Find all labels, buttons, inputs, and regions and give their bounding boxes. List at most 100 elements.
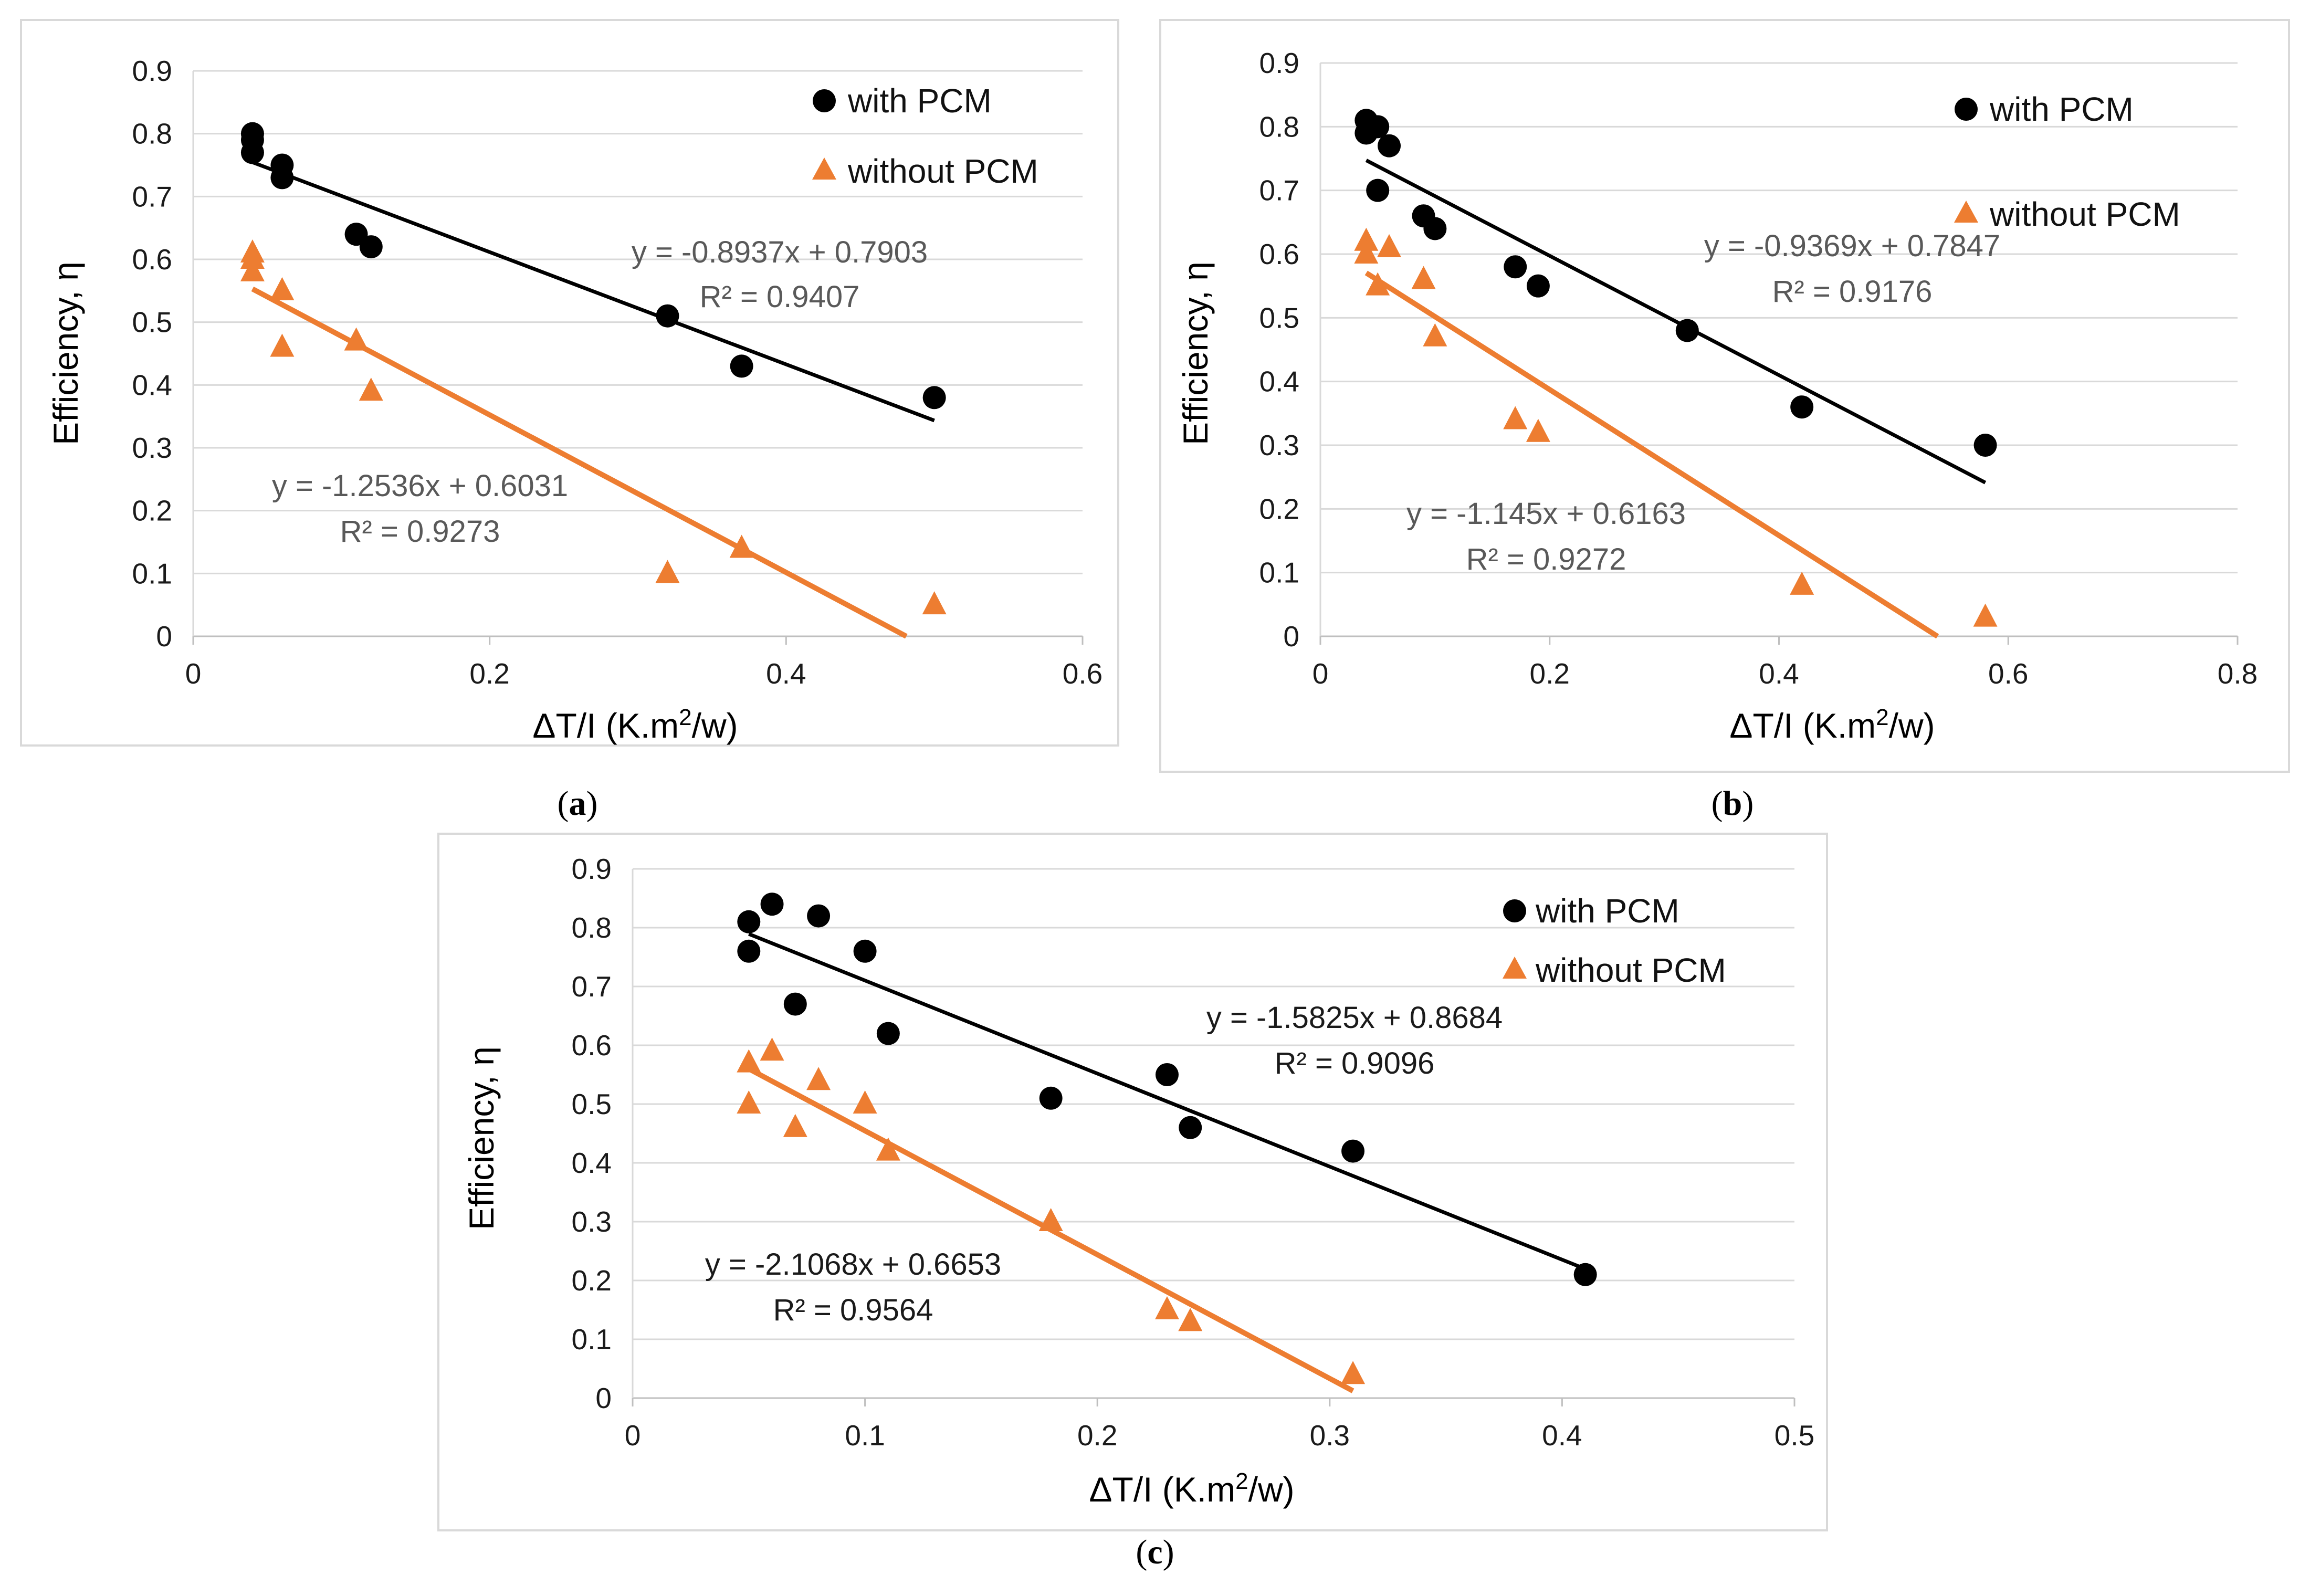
y-tick-label: 0.4	[1259, 365, 1299, 398]
r2-without-pcm: R² = 0.9272	[1466, 542, 1626, 576]
equation-with-pcm: y = -1.5825x + 0.8684	[1206, 1001, 1503, 1035]
y-tick-label: 0.2	[132, 495, 172, 527]
x-tick-label: 0.8	[2218, 657, 2258, 690]
y-tick-label: 0.1	[132, 557, 172, 590]
y-tick-label: 0.3	[132, 432, 172, 464]
point-without-pcm	[1366, 272, 1390, 296]
point-with-pcm	[807, 904, 831, 928]
point-without-pcm	[729, 534, 754, 558]
chart-frame	[437, 833, 1828, 1531]
x-tick-label: 0.2	[469, 657, 509, 690]
point-with-pcm	[1378, 134, 1401, 158]
y-axis-title: Efficiency, η	[46, 261, 85, 445]
legend-marker-with-pcm	[1955, 98, 1978, 121]
legend-marker-with-pcm	[813, 89, 836, 112]
equation-with-pcm: y = -0.9369x + 0.7847	[1704, 229, 2000, 263]
point-with-pcm	[1179, 1116, 1202, 1139]
legend-marker-without-pcm	[1954, 201, 1978, 223]
point-with-pcm	[1366, 178, 1390, 202]
point-without-pcm	[1973, 603, 1998, 627]
y-tick-label: 0.7	[1259, 174, 1299, 207]
equation-without-pcm: y = -1.145x + 0.6163	[1406, 497, 1686, 531]
point-without-pcm	[240, 246, 265, 269]
point-without-pcm	[359, 377, 383, 401]
point-with-pcm	[1354, 121, 1378, 145]
legend-marker-without-pcm	[812, 158, 836, 180]
trendline-without-pcm	[1364, 270, 1939, 639]
x-axis-title: ΔT/I (K.m2/w)	[1089, 1468, 1294, 1509]
y-tick-label: 0.8	[132, 118, 172, 150]
y-tick-label: 0.8	[1259, 110, 1299, 143]
x-tick-label: 0.5	[1774, 1419, 1814, 1452]
point-with-pcm	[1675, 319, 1699, 342]
point-without-pcm	[1423, 323, 1447, 346]
panel-label-letter: a	[569, 784, 586, 823]
r2-with-pcm: R² = 0.9407	[700, 280, 860, 314]
y-tick-label: 0.2	[572, 1264, 612, 1297]
y-axis-title: Efficiency, η	[1176, 261, 1215, 445]
equation-without-pcm: y = -1.2536x + 0.6031	[272, 469, 568, 503]
y-tick-label: 0.9	[1259, 47, 1299, 79]
x-tick-label: 0.2	[1530, 657, 1570, 690]
panel-label: (c)	[1136, 1533, 1174, 1571]
r2-without-pcm: R² = 0.9273	[340, 514, 500, 549]
x-axis-title-part: ΔT/I (K.m	[532, 706, 679, 745]
point-with-pcm	[656, 304, 679, 328]
point-without-pcm	[1154, 1296, 1179, 1319]
point-without-pcm	[853, 1090, 877, 1114]
point-with-pcm	[737, 939, 761, 963]
x-axis-title-superscript: 2	[1235, 1468, 1248, 1494]
panel-label-paren: )	[1163, 1533, 1174, 1571]
x-axis-title-part: /w)	[1889, 706, 1935, 745]
equation-without-pcm: y = -2.1068x + 0.6653	[705, 1247, 1001, 1282]
legend-marker-with-pcm	[1503, 899, 1526, 922]
y-tick-label: 0.6	[572, 1029, 612, 1062]
trendline-with-pcm	[251, 160, 935, 423]
point-without-pcm	[1341, 1361, 1366, 1384]
y-tick-label: 0	[156, 620, 172, 653]
legend-marker-without-pcm	[1503, 957, 1527, 979]
y-tick-label: 0.5	[132, 306, 172, 339]
y-tick-label: 0.8	[572, 911, 612, 944]
point-with-pcm	[1526, 274, 1550, 298]
point-without-pcm	[344, 327, 369, 351]
point-with-pcm	[737, 910, 761, 933]
chart-panel-c: 0 0.1 0.2 0.3 0.4 0.5 0.6 0.7 0.8 0.9 0 0.1 0.2 0.3 0.…	[437, 833, 1828, 1531]
point-without-pcm	[1354, 240, 1379, 264]
x-axis-title-part: ΔT/I (K.m	[1089, 1470, 1235, 1509]
x-axis-title-superscript: 2	[679, 705, 691, 730]
y-tick-label: 0.1	[572, 1323, 612, 1356]
y-tick-label: 0	[595, 1382, 612, 1414]
legend-label-with-pcm: with PCM	[1535, 892, 1679, 930]
point-with-pcm	[1039, 1086, 1063, 1110]
point-with-pcm	[1790, 395, 1814, 419]
point-with-pcm	[783, 992, 807, 1016]
point-without-pcm	[760, 1037, 784, 1061]
y-tick-label: 0.4	[572, 1147, 612, 1179]
panel-label-paren: )	[1742, 784, 1754, 823]
point-with-pcm	[240, 141, 264, 164]
legend-label-without-pcm: without PCM	[847, 152, 1038, 190]
point-with-pcm	[922, 386, 946, 410]
chart-panel-b: 0 0.1 0.2 0.3 0.4 0.5 0.6 0.7 0.8 0.9 0 0.2 0.4 0.6 0.…	[1159, 19, 2290, 773]
panel-label: (b)	[1712, 784, 1754, 823]
y-tick-label: 0.5	[1259, 301, 1299, 334]
x-axis-title-part: /w)	[692, 706, 738, 745]
point-with-pcm	[1155, 1063, 1179, 1086]
legend-label-without-pcm: without PCM	[1535, 951, 1726, 989]
x-axis-title: ΔT/I (K.m2/w)	[1729, 705, 1935, 746]
trendline-with-pcm	[748, 932, 1586, 1271]
y-tick-label: 0.6	[132, 243, 172, 276]
x-tick-label: 0.6	[1988, 657, 2028, 690]
panel-label-letter: b	[1723, 784, 1742, 823]
point-without-pcm	[240, 258, 265, 281]
y-tick-label: 0.9	[132, 55, 172, 87]
x-tick-label: 0.3	[1310, 1419, 1350, 1452]
x-tick-label: 0	[1312, 657, 1329, 690]
y-tick-label: 0.3	[572, 1205, 612, 1238]
point-with-pcm	[1341, 1139, 1365, 1163]
equation-with-pcm: y = -0.8937x + 0.7903	[632, 235, 928, 269]
x-axis-title-part: /w)	[1248, 1470, 1295, 1509]
x-axis-title-superscript: 2	[1876, 705, 1888, 730]
x-tick-label: 0.2	[1077, 1419, 1117, 1452]
